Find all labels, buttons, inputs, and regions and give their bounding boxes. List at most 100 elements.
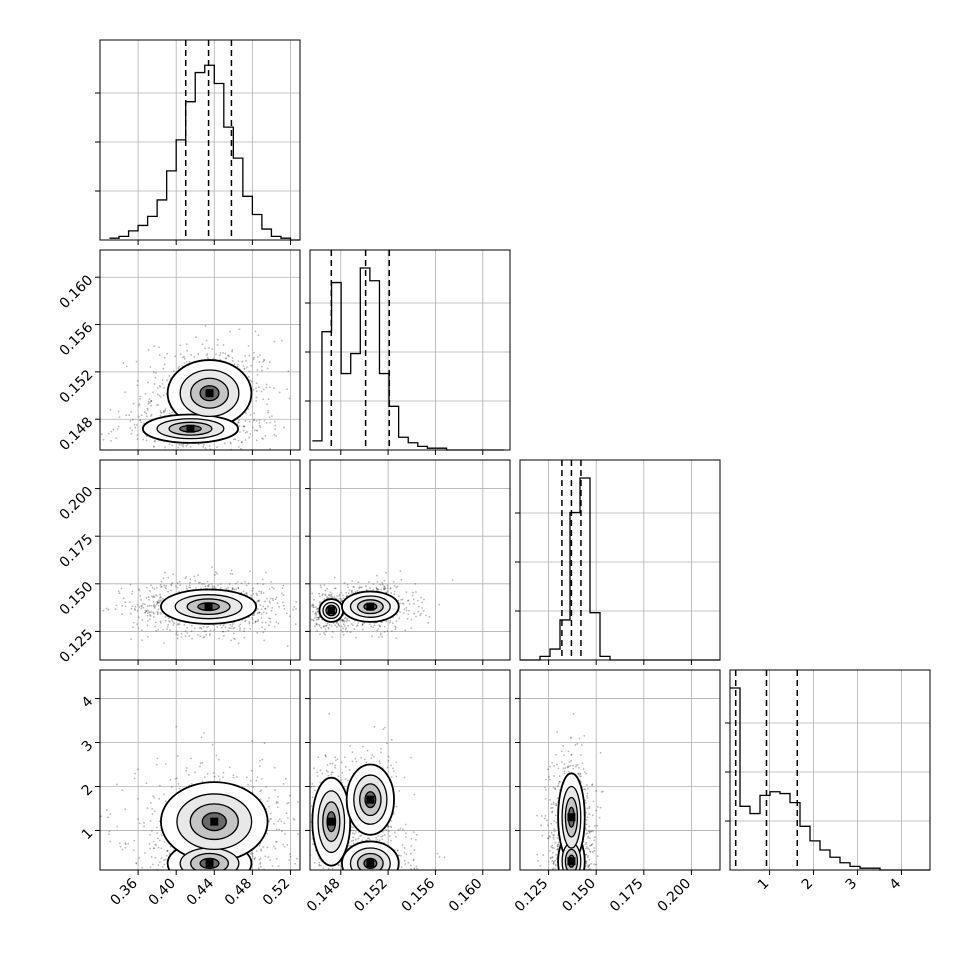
scatter-point <box>554 873 556 875</box>
scatter-point <box>158 597 161 599</box>
scatter-point <box>150 399 153 402</box>
scatter-point <box>335 759 337 762</box>
scatter-point <box>555 878 557 880</box>
scatter-point <box>216 626 219 628</box>
scatter-point <box>200 627 203 630</box>
scatter-point <box>146 807 149 809</box>
scatter-point <box>95 846 97 848</box>
scatter-point <box>179 353 182 356</box>
scatter-point <box>222 771 225 774</box>
scatter-point <box>391 873 393 875</box>
scatter-point <box>202 636 205 639</box>
scatter-point <box>247 582 250 585</box>
scatter-point <box>166 625 169 628</box>
scatter-point <box>274 428 277 431</box>
scatter-point <box>342 597 345 600</box>
scatter-point <box>160 412 163 414</box>
scatter-point <box>288 397 291 400</box>
scatter-1-0 <box>96 325 291 450</box>
scatter-point <box>377 588 380 591</box>
scatter-point <box>223 889 225 891</box>
scatter-point <box>130 638 132 641</box>
scatter-point <box>341 907 343 909</box>
scatter-point <box>199 635 202 638</box>
scatter-point <box>273 420 276 423</box>
scatter-point <box>164 409 167 412</box>
scatter-point <box>125 365 128 368</box>
scatter-point <box>184 577 187 580</box>
scatter-point <box>264 607 267 610</box>
scatter-point <box>371 635 374 638</box>
scatter-point <box>248 370 251 373</box>
scatter-point <box>316 775 319 777</box>
scatter-point <box>398 883 400 885</box>
scatter-point <box>351 872 353 874</box>
scatter-point <box>158 346 160 349</box>
scatter-point <box>347 890 349 892</box>
scatter-point <box>341 771 344 774</box>
scatter-point <box>145 415 148 418</box>
scatter-point <box>239 627 241 630</box>
scatter-point <box>141 866 144 869</box>
scatter-point <box>317 616 320 619</box>
scatter-point <box>199 877 201 879</box>
scatter-point <box>159 620 162 623</box>
scatter-point <box>548 849 551 852</box>
scatter-point <box>406 617 409 620</box>
scatter-point <box>112 428 115 431</box>
scatter-point <box>363 880 365 882</box>
scatter-point <box>326 587 329 590</box>
scatter-point <box>354 838 357 841</box>
scatter-point <box>160 396 162 398</box>
scatter-point <box>269 859 272 862</box>
scatter-point <box>153 596 156 598</box>
scatter-point <box>409 864 412 867</box>
scatter-point <box>152 604 155 607</box>
scatter-point <box>274 847 277 850</box>
scatter-point <box>197 574 199 576</box>
scatter-point <box>234 438 237 441</box>
scatter-point <box>317 607 319 610</box>
scatter-point <box>146 612 149 615</box>
scatter-point <box>386 584 389 587</box>
scatter-point <box>417 599 419 602</box>
y-tick-label: 1 <box>79 825 97 843</box>
scatter-point <box>174 355 177 358</box>
scatter-point <box>249 876 251 878</box>
scatter-point <box>182 873 184 875</box>
scatter-point <box>315 623 318 626</box>
scatter-point <box>331 593 333 595</box>
scatter-point <box>222 630 225 633</box>
scatter-point <box>236 365 239 368</box>
scatter-point <box>176 634 179 636</box>
scatter-point <box>155 763 158 766</box>
scatter-point <box>383 913 385 915</box>
scatter-point <box>96 439 98 441</box>
scatter-point <box>566 872 568 874</box>
scatter-point <box>270 415 273 418</box>
scatter-point <box>262 388 265 391</box>
scatter-point <box>281 587 284 590</box>
scatter-point <box>356 894 358 896</box>
scatter-point <box>233 880 235 882</box>
scatter-point <box>160 580 163 583</box>
scatter-point <box>259 790 262 793</box>
scatter-point <box>251 740 254 742</box>
scatter-point <box>405 609 408 612</box>
scatter-point <box>333 596 336 598</box>
scatter-point <box>222 929 224 931</box>
scatter-point <box>153 588 156 590</box>
scatter-point <box>318 595 321 598</box>
scatter-point <box>181 909 183 911</box>
scatter-point <box>380 621 383 624</box>
scatter-point <box>237 874 239 876</box>
scatter-point <box>163 793 165 796</box>
scatter-point <box>266 403 268 406</box>
scatter-point <box>152 795 155 798</box>
scatter-point <box>143 411 146 414</box>
scatter-point <box>395 805 398 808</box>
scatter-point <box>311 877 313 879</box>
scatter-point <box>156 612 159 614</box>
scatter-point <box>285 612 288 615</box>
scatter-point <box>145 610 148 613</box>
